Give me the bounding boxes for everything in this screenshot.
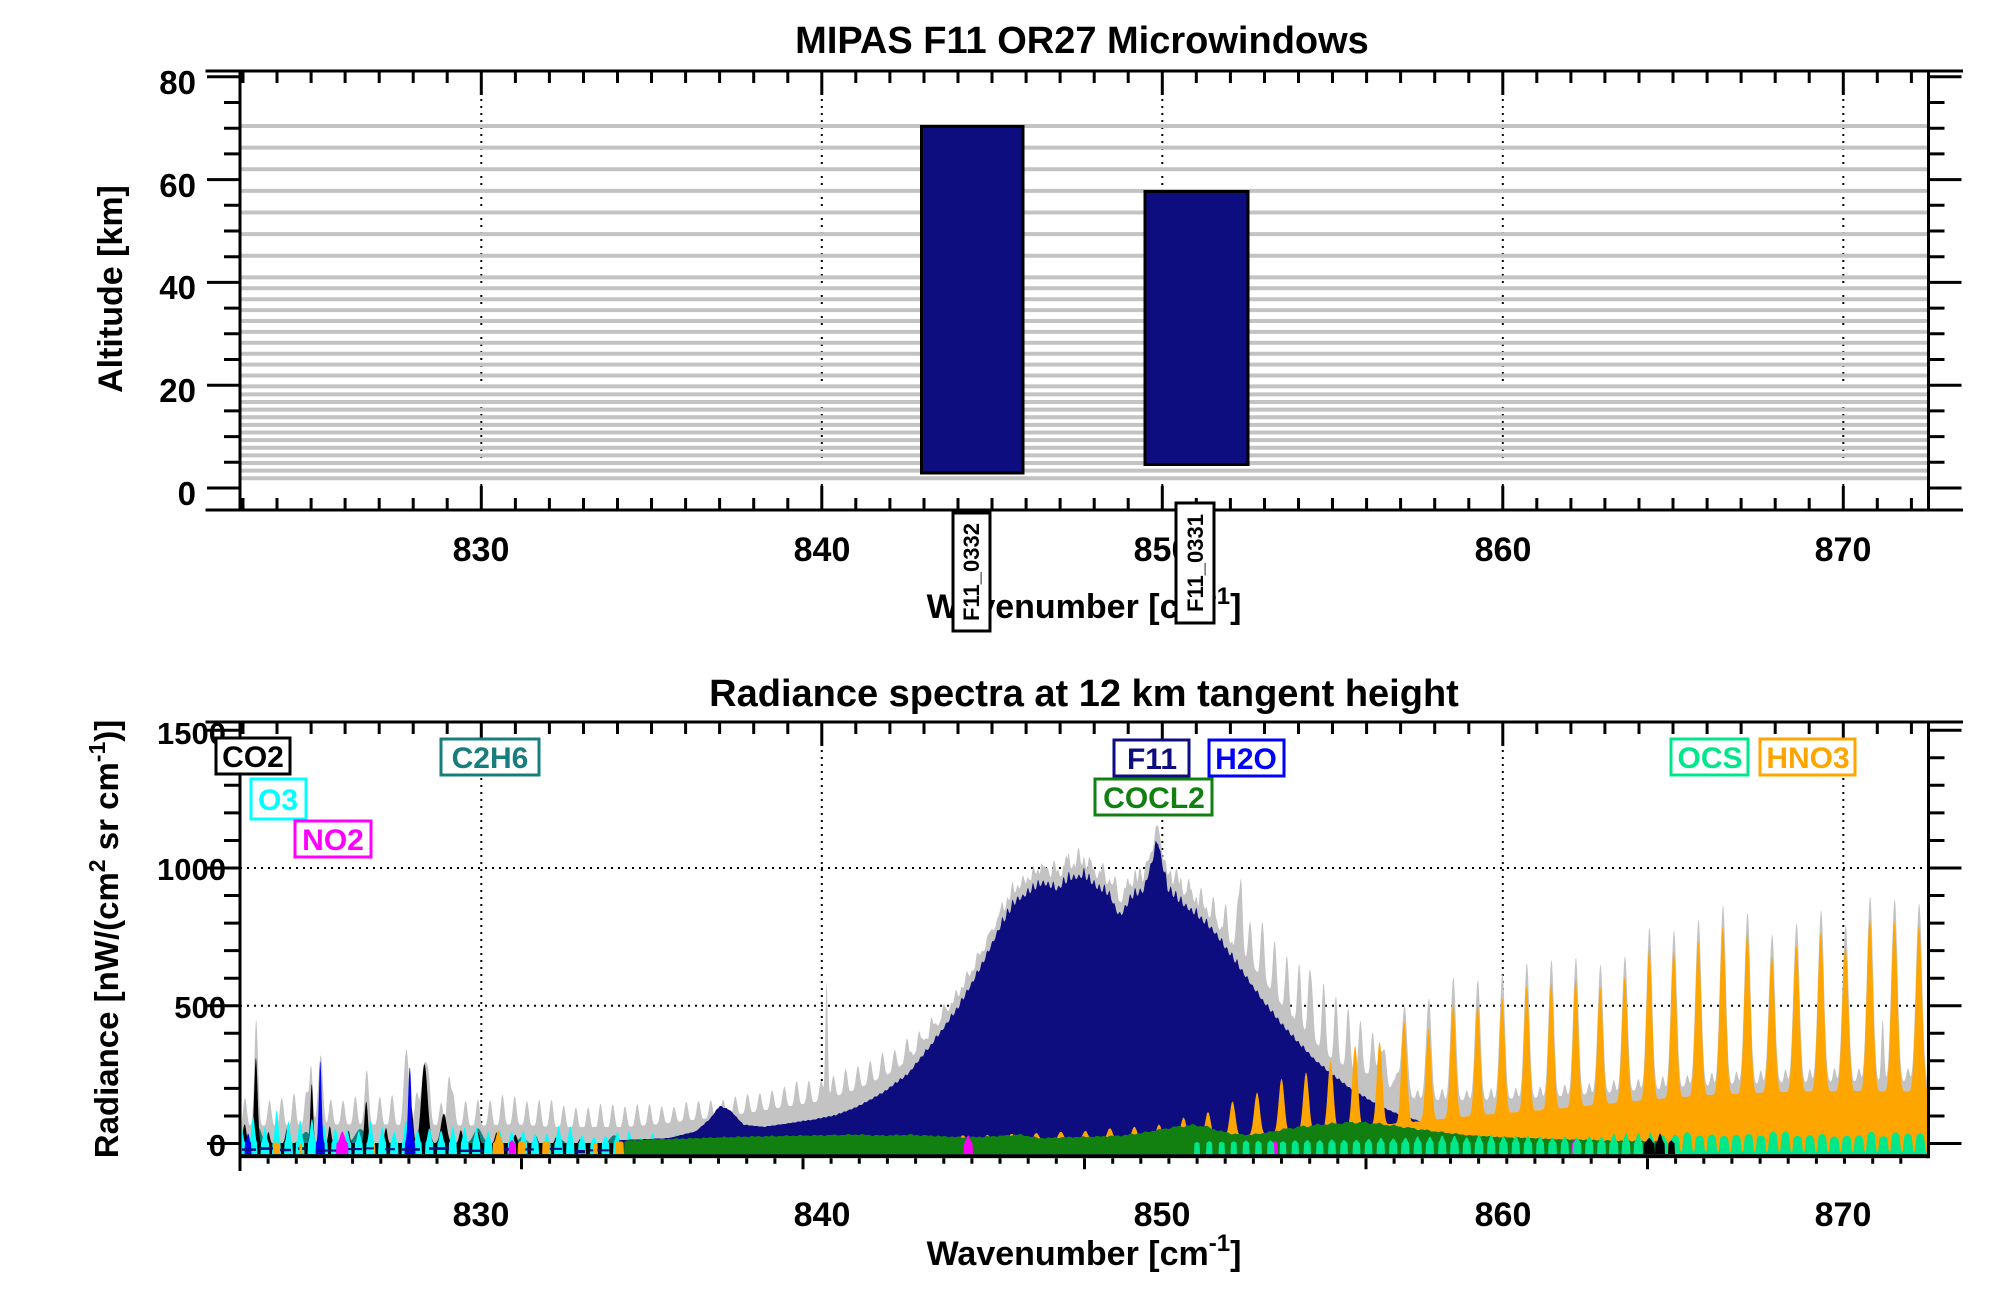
svg-text:Radiance [nW/(cm2 sr cm-1)]: Radiance [nW/(cm2 sr cm-1)] — [84, 720, 125, 1159]
svg-text:Altitude [km]: Altitude [km] — [92, 185, 130, 393]
svg-text:CO2: CO2 — [222, 741, 284, 774]
svg-text:COCL2: COCL2 — [1103, 782, 1205, 815]
svg-text:830: 830 — [453, 531, 510, 569]
svg-text:F11: F11 — [1127, 743, 1177, 776]
svg-text:C2H6: C2H6 — [452, 742, 529, 775]
svg-text:OCS: OCS — [1677, 742, 1742, 775]
svg-text:500: 500 — [174, 990, 226, 1025]
svg-text:850: 850 — [1134, 1196, 1191, 1234]
svg-text:0: 0 — [209, 1128, 226, 1163]
svg-text:40: 40 — [159, 269, 196, 306]
svg-text:860: 860 — [1475, 531, 1532, 569]
svg-text:Wavenumber [cm-1]: Wavenumber [cm-1] — [927, 1230, 1242, 1273]
svg-text:80: 80 — [159, 64, 196, 101]
svg-text:20: 20 — [159, 372, 196, 409]
svg-text:60: 60 — [159, 167, 196, 204]
svg-text:H2O: H2O — [1215, 743, 1277, 776]
svg-text:840: 840 — [794, 1196, 851, 1234]
svg-text:840: 840 — [794, 531, 851, 569]
svg-text:F11_0331: F11_0331 — [1183, 514, 1208, 612]
svg-text:1000: 1000 — [157, 852, 226, 887]
svg-text:830: 830 — [453, 1196, 510, 1234]
svg-text:HNO3: HNO3 — [1766, 742, 1849, 775]
svg-text:0: 0 — [178, 475, 196, 512]
svg-text:860: 860 — [1475, 1196, 1532, 1234]
svg-text:O3: O3 — [258, 784, 298, 817]
svg-text:NO2: NO2 — [302, 824, 364, 857]
svg-text:870: 870 — [1815, 1196, 1872, 1234]
svg-text:Radiance spectra at 12 km tang: Radiance spectra at 12 km tangent height — [709, 673, 1459, 715]
svg-text:MIPAS F11 OR27 Microwindows: MIPAS F11 OR27 Microwindows — [795, 20, 1369, 62]
svg-text:F11_0332: F11_0332 — [959, 523, 984, 621]
svg-text:870: 870 — [1815, 531, 1872, 569]
